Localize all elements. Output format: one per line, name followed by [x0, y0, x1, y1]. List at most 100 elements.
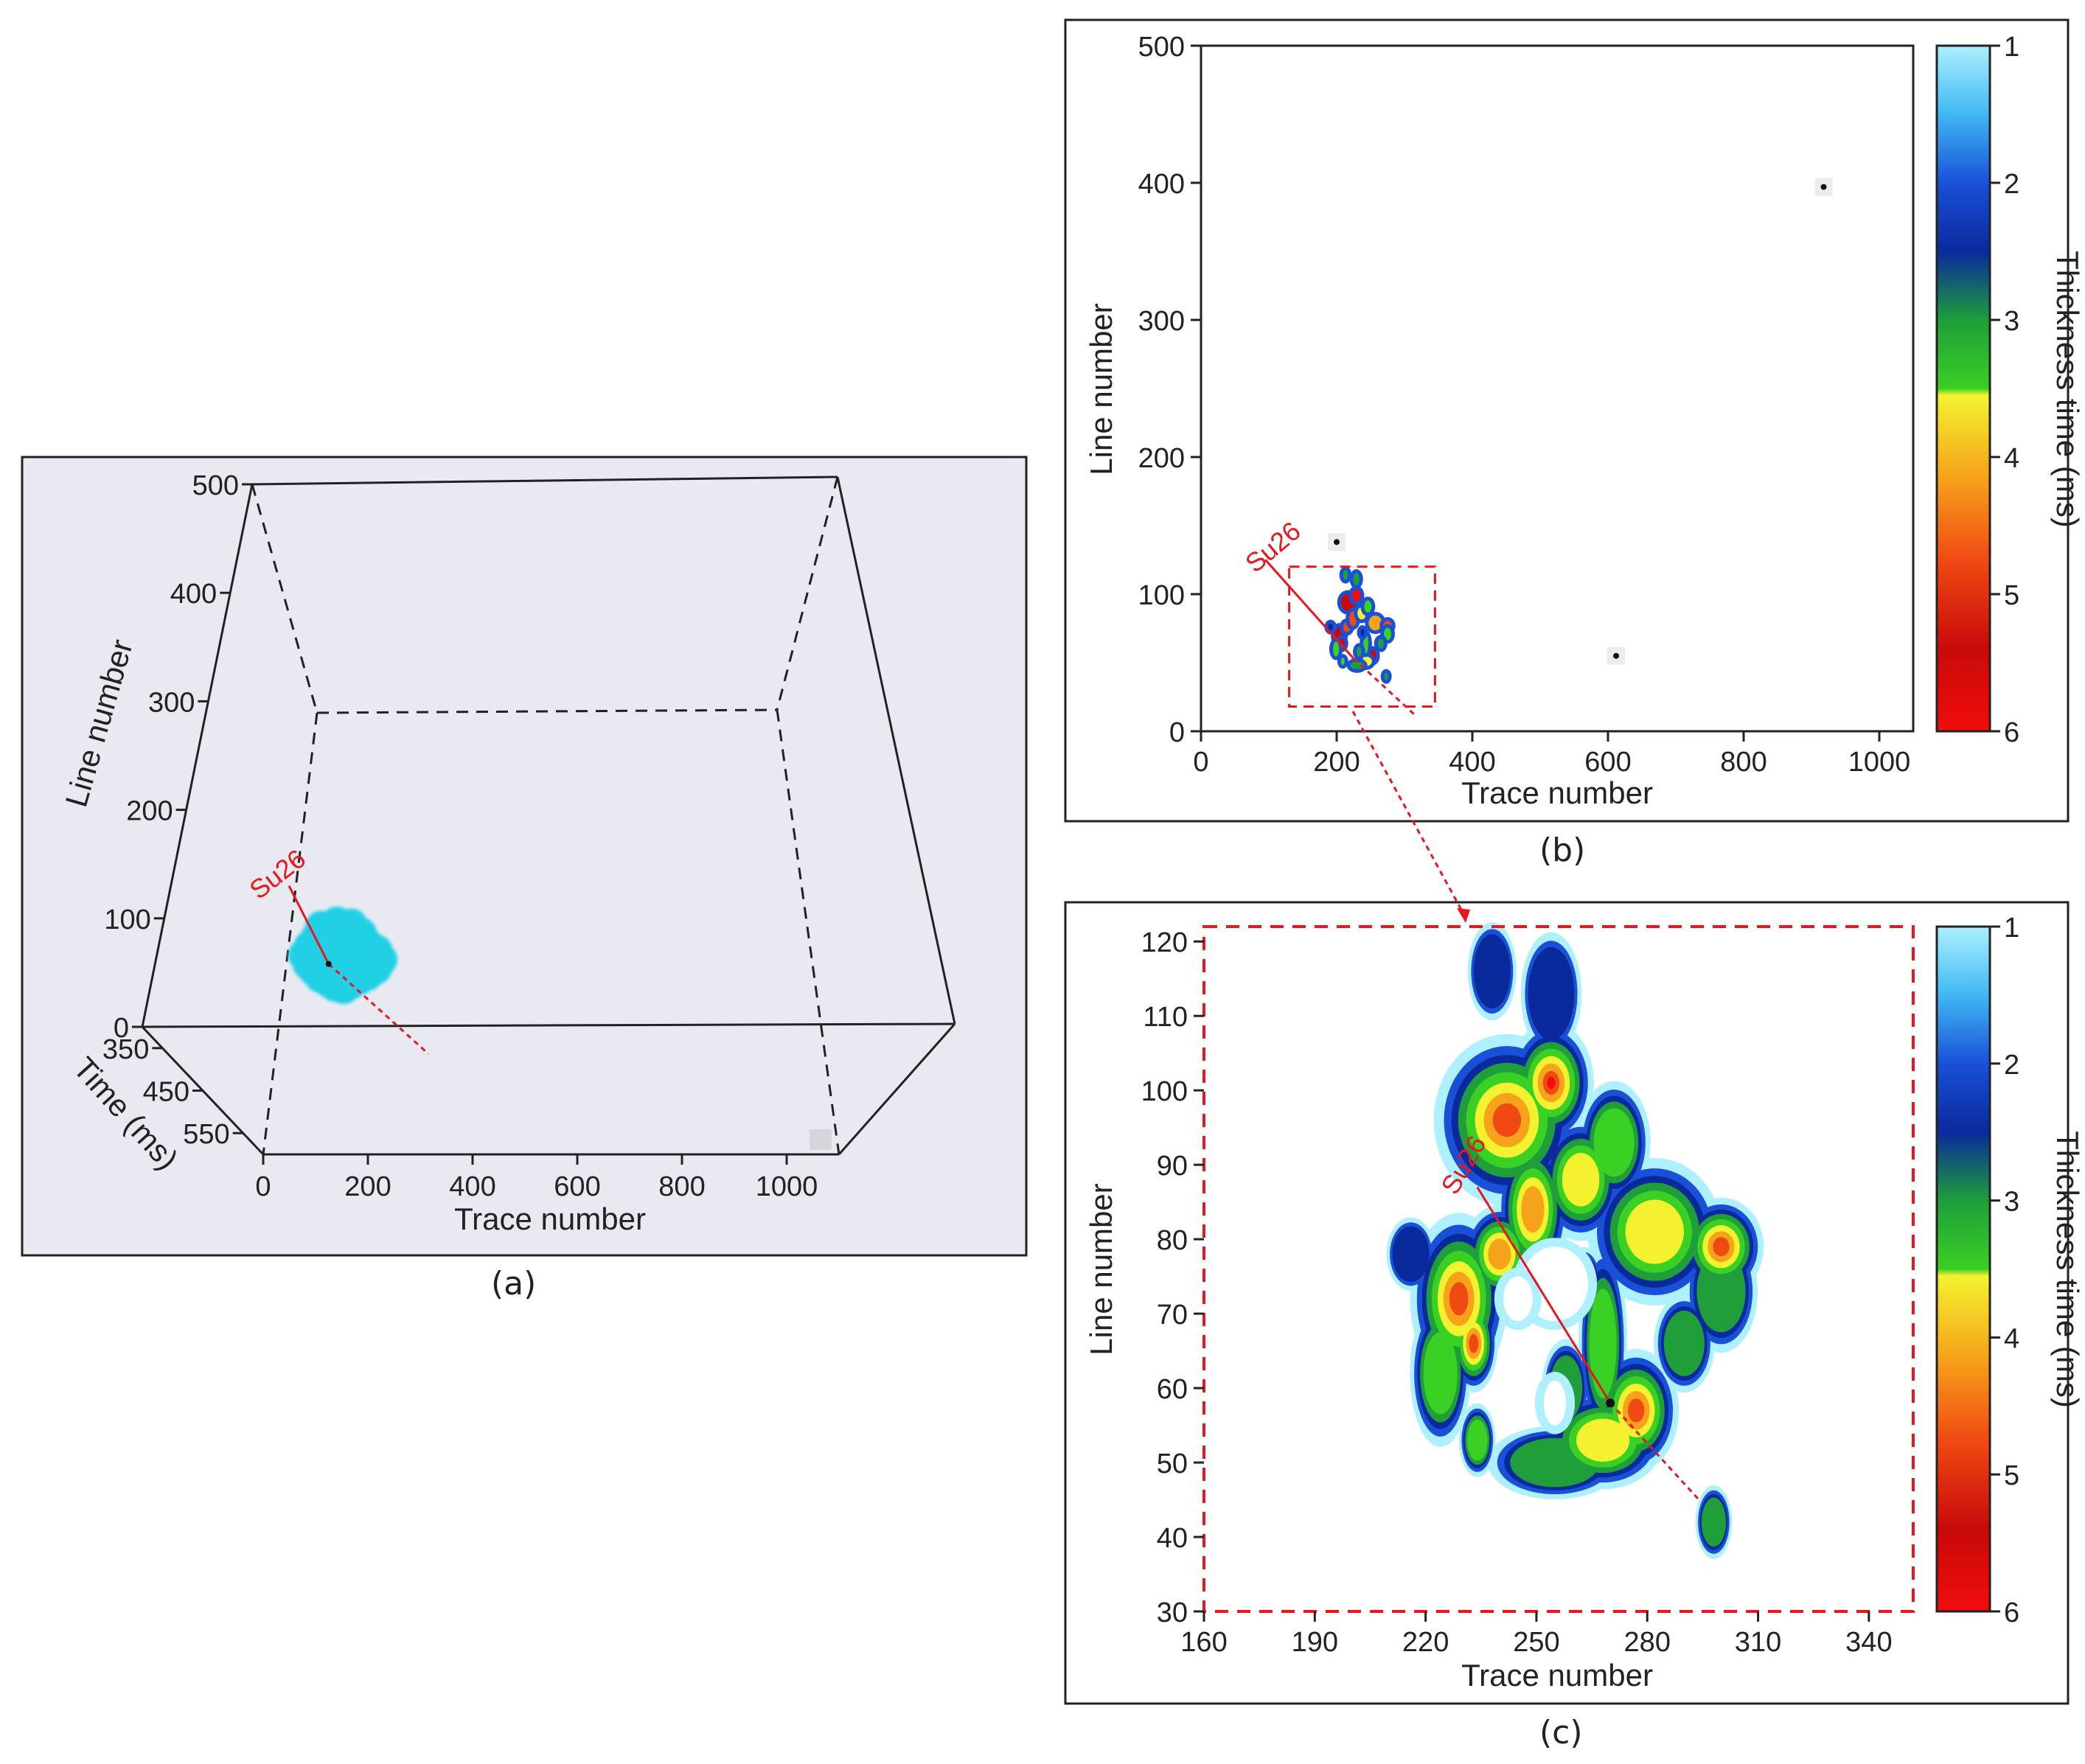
- y-tick-label: 300: [148, 687, 195, 718]
- isolated-point: [1334, 539, 1340, 545]
- heatmap-cell: [1701, 1497, 1726, 1547]
- panel-c-y-label: Line number: [1084, 1183, 1118, 1355]
- y-tick-label: 100: [1141, 1076, 1188, 1107]
- panel-b-y-label: Line number: [1084, 303, 1118, 475]
- heatmap-cell: [1492, 1103, 1522, 1137]
- panel-c-colorbar-ticks: 1 2 3 4 5 6: [1990, 913, 2019, 1628]
- heatmap-cell: [1547, 1076, 1556, 1090]
- colorbar-tick-label: 1: [2004, 913, 2019, 944]
- heatmap-blob: [1353, 573, 1360, 585]
- panel-c-colorbar-label: Thickness time (ms): [2050, 1131, 2085, 1408]
- panel-c-heatmap: [1386, 921, 1764, 1559]
- panel-c-caption: (c): [1539, 1714, 1583, 1751]
- y-tick-label: 70: [1157, 1300, 1188, 1331]
- isolated-point: [1613, 652, 1620, 659]
- colorbar-tick-label: 2: [2004, 1050, 2019, 1081]
- heatmap-blob: [1328, 623, 1334, 631]
- y-tick-label: 500: [1138, 32, 1185, 63]
- heatmap-blob: [1357, 646, 1362, 657]
- heatmap-blob: [1360, 629, 1365, 637]
- colorbar-tick-label: 5: [2004, 1460, 2019, 1491]
- heatmap-cell: [1562, 1152, 1600, 1207]
- heatmap-cell: [1627, 1398, 1645, 1423]
- heatmap-cell: [1528, 947, 1575, 1040]
- x-tick-label: 250: [1513, 1627, 1559, 1658]
- well-marker: [325, 961, 332, 967]
- heatmap-cell: [1663, 1311, 1705, 1376]
- x-tick-label: 0: [1193, 747, 1208, 778]
- panel-c-colorbar: [1935, 925, 1991, 1613]
- panel-a: 0 100 200 300 400 500 350 450 550 0 200 400 600 800…: [21, 456, 1028, 1257]
- heatmap-cell: [1521, 1186, 1545, 1233]
- y-tick-label: 100: [1138, 580, 1185, 611]
- panel-b-marks: Su26: [1239, 178, 1833, 716]
- x-tick-label: 800: [1720, 747, 1766, 778]
- colorbar-tick-label: 3: [2004, 306, 2019, 337]
- panel-b: Su26 0 200 400 600 800 1000 0 100 200 300 400 500 T…: [1064, 18, 2085, 823]
- heatmap-hole: [1503, 1276, 1533, 1322]
- x-tick-label: 400: [449, 1171, 495, 1202]
- panel-a-caption: (a): [491, 1265, 537, 1303]
- y-tick-label: 110: [1143, 1002, 1188, 1033]
- y-tick-label: 90: [1157, 1151, 1188, 1182]
- heatmap-blob: [1368, 616, 1382, 631]
- heatmap-cell: [1469, 1334, 1479, 1353]
- panel-b-x-label: Trace number: [1461, 775, 1653, 810]
- colorbar-tick-label: 6: [2004, 717, 2019, 748]
- y-tick-label: 30: [1157, 1597, 1188, 1628]
- heatmap-cell: [1488, 1238, 1511, 1270]
- x-tick-label: 800: [658, 1171, 705, 1202]
- panel-a-corner-marker: [810, 1129, 832, 1150]
- x-tick-label: 280: [1624, 1627, 1671, 1658]
- well-trajectory: [1476, 1186, 1612, 1404]
- panel-c-axes: 160 190 220 250 280 310 340 30 40 50 60 70 80 90 100 11…: [1141, 927, 1893, 1658]
- colorbar-tick-label: 4: [2004, 443, 2019, 474]
- z-tick-label: 550: [183, 1119, 229, 1150]
- panel-b-colorbar-ticks: 1 2 3 4 5 6: [1990, 32, 2019, 748]
- panel-a-z-axis: 350 450 550: [102, 1034, 243, 1150]
- x-tick-label: 400: [1449, 747, 1495, 778]
- panel-b-plot-area: [1200, 44, 1915, 733]
- heatmap-cell: [1696, 1250, 1746, 1333]
- x-tick-label: 600: [554, 1171, 600, 1202]
- heatmap-cell: [1593, 1108, 1635, 1177]
- heatmap-blob: [1364, 600, 1372, 613]
- x-tick-label: 0: [255, 1171, 271, 1202]
- colorbar-tick-label: 2: [2004, 169, 2019, 200]
- well-trajectory: [1264, 559, 1355, 660]
- well-trajectory-projected: [327, 963, 430, 1055]
- well-trajectory-projected: [1352, 658, 1416, 716]
- panel-b-colorbar-label: Thickness time (ms): [2050, 251, 2085, 528]
- heatmap-cell: [1449, 1282, 1469, 1316]
- heatmap-cell: [1392, 1226, 1430, 1283]
- panel-b-caption: (b): [1539, 832, 1586, 869]
- panel-a-background: [21, 456, 1028, 1257]
- x-tick-label: 200: [1313, 747, 1360, 778]
- y-tick-label: 60: [1157, 1374, 1188, 1405]
- heatmap-cell: [1713, 1237, 1730, 1257]
- heatmap-cell: [1576, 1418, 1630, 1462]
- panel-a-sandbody: [288, 906, 398, 1005]
- isolated-point: [1820, 184, 1827, 190]
- y-tick-label: 200: [126, 796, 173, 827]
- zoom-box: [1288, 565, 1436, 708]
- heatmap-cell: [1466, 1419, 1488, 1461]
- sandbody-point: [330, 956, 363, 989]
- heatmap-cell: [1473, 934, 1511, 1009]
- heatmap-blob: [1343, 570, 1348, 580]
- y-tick-label: 40: [1157, 1523, 1188, 1554]
- heatmap-blob: [1350, 661, 1364, 669]
- y-tick-label: 0: [1169, 717, 1185, 748]
- panel-a-x-label: Trace number: [454, 1202, 646, 1236]
- sandbody-point: [307, 930, 341, 963]
- heatmap-cell: [1589, 1289, 1617, 1398]
- colorbar-tick-label: 1: [2004, 32, 2019, 63]
- well-trajectory: [288, 885, 330, 965]
- colorbar-tick-label: 5: [2004, 580, 2019, 611]
- y-tick-label: 80: [1157, 1225, 1188, 1256]
- x-tick-label: 340: [1845, 1627, 1892, 1658]
- y-tick-label: 400: [170, 579, 217, 610]
- panel-b-colorbar: [1935, 44, 1991, 733]
- z-tick-label: 350: [102, 1034, 149, 1065]
